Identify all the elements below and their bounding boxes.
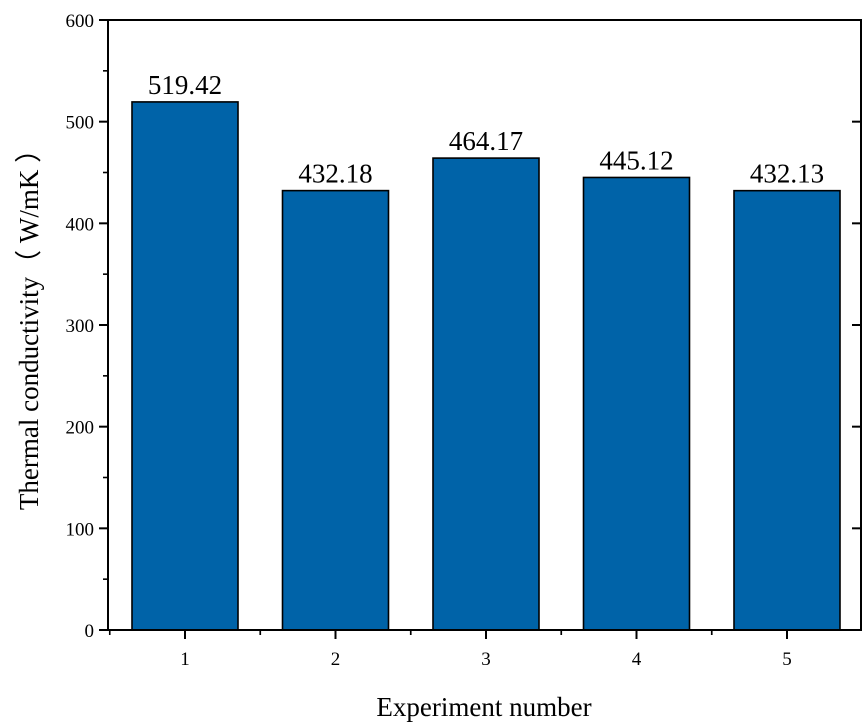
axes: 0 100 200 300 400 500 600 1 2 3 4 5	[66, 11, 862, 670]
bar-3	[432, 157, 540, 631]
data-label-1: 519.42	[148, 70, 222, 100]
data-label-4: 445.12	[599, 145, 673, 175]
y-tick-label-300: 300	[66, 316, 95, 337]
y-tick-label-100: 100	[66, 519, 95, 540]
x-axis-title: Experiment number	[376, 692, 591, 722]
x-tick-label-1: 1	[180, 649, 190, 670]
bar-5	[733, 189, 841, 631]
y-tick-label-400: 400	[66, 214, 95, 235]
x-tick-label-3: 3	[481, 649, 491, 670]
data-label-3: 464.17	[449, 126, 523, 156]
y-axis-title: Thermal conductivity（ W/mK ）	[14, 136, 44, 510]
bar-2	[281, 189, 390, 631]
x-tick-label-4: 4	[632, 649, 642, 670]
x-tick-label-2: 2	[331, 649, 341, 670]
data-label-2: 432.18	[298, 159, 372, 189]
labels: 519.42 432.18 464.17 445.12 432.13	[148, 70, 824, 189]
y-tick-label-600: 600	[66, 11, 95, 32]
y-tick-label-0: 0	[85, 621, 95, 642]
y-tick-label-500: 500	[66, 113, 95, 134]
bar-1	[131, 101, 239, 631]
x-tick-label-5: 5	[782, 649, 792, 670]
bar-4	[582, 176, 691, 631]
data-label-5: 432.13	[750, 159, 824, 189]
bars	[131, 101, 841, 631]
y-tick-label-200: 200	[66, 418, 95, 439]
